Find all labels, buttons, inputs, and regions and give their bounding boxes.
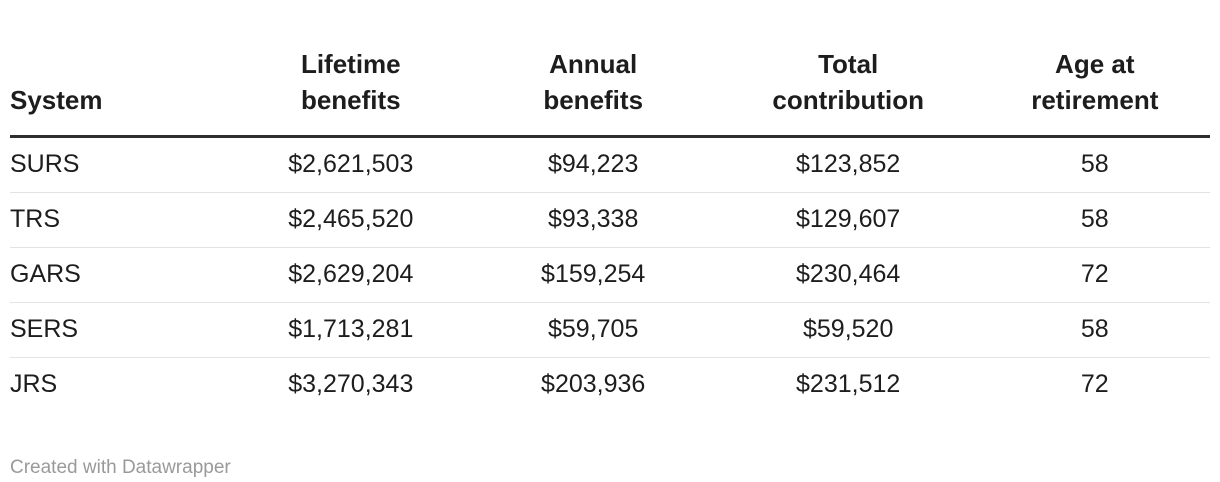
table-cell: $3,270,343 bbox=[288, 370, 414, 398]
table-row-sers: SERS $1,713,281 $59,705 $59,520 58 bbox=[10, 302, 1210, 358]
table-cell: $59,705 bbox=[469, 302, 717, 358]
table-cell: $94,223 bbox=[469, 136, 717, 193]
table-cell: $2,465,520 bbox=[232, 192, 470, 248]
column-header-label: Age at bbox=[1055, 49, 1135, 79]
table-cell: SERS bbox=[10, 302, 232, 358]
table-cell: 72 bbox=[1080, 370, 1109, 398]
table-row-trs: TRS $2,465,520 $93,338 $129,607 58 bbox=[10, 192, 1210, 248]
column-header-label: benefits bbox=[543, 85, 644, 115]
table-cell: $2,621,503 bbox=[232, 136, 470, 193]
table-cell: 58 bbox=[979, 192, 1210, 248]
table-cell: $93,338 bbox=[469, 192, 717, 248]
column-header-label: benefits bbox=[300, 85, 401, 115]
table-cell: $231,512 bbox=[796, 370, 901, 398]
table-cell: $159,254 bbox=[469, 247, 717, 303]
column-header-label: retirement bbox=[1031, 85, 1159, 115]
column-header-total-contribution: Total contribution bbox=[716, 0, 980, 138]
table-cell: $59,520 bbox=[716, 302, 980, 358]
table-cell: 58 bbox=[979, 302, 1210, 358]
table-cell: 58 bbox=[979, 136, 1210, 193]
table-cell: 72 bbox=[979, 247, 1210, 303]
data-table: System Lifetime benefits Annual benefits T… bbox=[10, 0, 1210, 412]
table-cell: $1,713,281 bbox=[232, 302, 470, 358]
column-header-label: Annual bbox=[549, 49, 638, 79]
column-header-label: System bbox=[10, 85, 103, 115]
column-header-lifetime-benefits: Lifetime benefits bbox=[232, 0, 470, 138]
column-header-label: Total bbox=[818, 49, 879, 79]
table-cell: $203,936 bbox=[541, 370, 646, 398]
table-row-gars: GARS $2,629,204 $159,254 $230,464 72 bbox=[10, 247, 1210, 303]
table-cell: JRS bbox=[10, 370, 58, 398]
table-cell: SURS bbox=[10, 136, 232, 193]
table-cell: $129,607 bbox=[716, 192, 980, 248]
table-cell: $230,464 bbox=[716, 247, 980, 303]
column-header-annual-benefits: Annual benefits bbox=[469, 0, 717, 138]
table-cell: $2,629,204 bbox=[232, 247, 470, 303]
column-header-system: System bbox=[10, 0, 232, 138]
table-row-surs: SURS $2,621,503 $94,223 $123,852 58 bbox=[10, 136, 1210, 193]
table-row-jrs: JRS $3,270,343 $203,936 $231,512 72 bbox=[10, 358, 1210, 413]
column-header-age-at-retirement: Age at retirement bbox=[979, 0, 1210, 138]
table-cell: GARS bbox=[10, 247, 232, 303]
datawrapper-attribution-link[interactable]: Created with Datawrapper bbox=[10, 457, 231, 478]
table-cell: $123,852 bbox=[716, 136, 980, 193]
table-cell: TRS bbox=[10, 192, 232, 248]
table-header-row: System Lifetime benefits Annual benefits T… bbox=[10, 0, 1210, 138]
column-header-label: Lifetime bbox=[300, 49, 401, 79]
column-header-label: contribution bbox=[772, 85, 924, 115]
